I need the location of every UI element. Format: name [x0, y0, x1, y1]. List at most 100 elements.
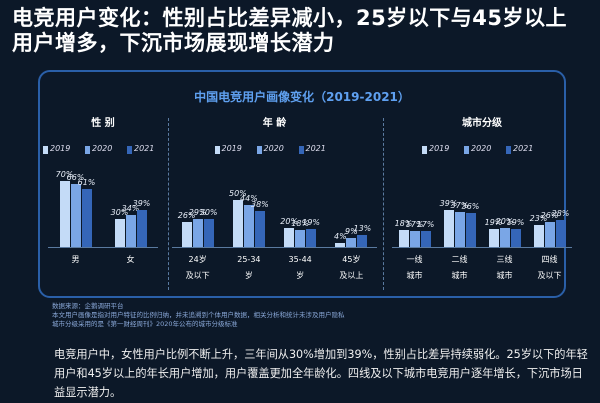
data-label: 39% — [132, 198, 151, 208]
bar — [335, 243, 346, 247]
bar — [114, 218, 125, 247]
data-label: 38% — [250, 199, 269, 209]
x-tick-label: 24岁 及以下 — [185, 255, 210, 280]
bar — [295, 229, 306, 247]
bar — [346, 238, 357, 247]
legend-label: 2020 — [92, 144, 113, 153]
chart-title: 年 龄 — [262, 118, 287, 129]
data-label: 30% — [110, 207, 129, 217]
data-label: 37% — [450, 200, 469, 210]
x-tick-label: 25-34 岁 — [237, 255, 261, 280]
bar — [70, 184, 81, 247]
bar — [59, 180, 70, 247]
data-label: 19% — [484, 217, 503, 227]
data-label: 70% — [55, 169, 74, 179]
data-label: 39% — [439, 198, 458, 208]
bar — [203, 218, 214, 247]
data-label: 17% — [416, 219, 435, 229]
note: 本文用户画像是指对用户特征的比例归纳，并未追溯到个体用户数据，相关分析和统计未涉… — [52, 311, 345, 319]
bar — [555, 220, 566, 247]
panel — [38, 70, 566, 298]
legend-swatch — [506, 146, 511, 154]
data-label: 9% — [345, 227, 358, 237]
x-tick-label: 35-44 岁 — [288, 255, 312, 280]
legend-swatch — [43, 146, 48, 154]
data-label: 61% — [77, 178, 96, 188]
data-label: 29% — [188, 208, 207, 218]
bar — [181, 222, 192, 247]
data-label: 23% — [529, 214, 548, 224]
data-label: 18% — [291, 218, 310, 228]
data-label: 66% — [66, 173, 85, 183]
bar — [443, 209, 454, 247]
bar — [136, 209, 147, 247]
x-tick-label: 男 — [71, 255, 80, 264]
data-label: 20% — [280, 217, 299, 226]
legend-label: 2019 — [50, 144, 71, 153]
baseline — [172, 247, 377, 248]
legend-label: 2020 — [471, 144, 492, 153]
bar — [409, 230, 420, 247]
legend-swatch — [464, 146, 469, 154]
data-label: 4% — [334, 232, 347, 242]
baseline — [392, 247, 572, 248]
bar — [488, 228, 499, 247]
x-tick-label: 一线 城市 — [406, 255, 423, 280]
legend-swatch — [127, 146, 132, 154]
data-label: 26% — [177, 211, 196, 221]
note: 数据来源：企鹅调研平台 — [52, 302, 124, 310]
x-tick-label: 女 — [126, 255, 135, 264]
bar — [454, 211, 465, 247]
divider — [168, 118, 169, 290]
legend-swatch — [256, 146, 262, 154]
panel-title: 中国电竞用户画像变化（2019-2021） — [194, 90, 410, 104]
x-tick-label: 三线 城市 — [496, 255, 513, 280]
data-label: 20% — [495, 217, 514, 226]
note: 城市分级采用的是《第一财经周刊》2020年公布的城市分级标准 — [52, 320, 238, 328]
data-label: 26% — [540, 211, 559, 221]
bar — [306, 228, 317, 247]
baseline — [48, 247, 158, 248]
legend-label: 2019 — [221, 144, 242, 153]
bar — [243, 205, 254, 247]
chart-title: 城市分级 — [462, 118, 502, 129]
data-label: 44% — [239, 194, 258, 204]
x-tick-label: 四线 及以下 — [537, 255, 562, 280]
data-label: 50% — [228, 188, 247, 198]
legend-swatch — [298, 146, 304, 154]
chart-title: 性 别 — [91, 118, 115, 129]
bar — [81, 189, 92, 247]
data-label: 19% — [302, 217, 321, 227]
legend-label: 2021 — [134, 144, 155, 153]
page-title: 电竞用户变化：性别占比差异减小，25岁以下与45岁以上用户增多，下沉市场展现增长… — [12, 6, 567, 55]
legend-swatch — [422, 146, 427, 154]
bar — [420, 230, 431, 247]
bar — [465, 212, 476, 247]
bar — [544, 222, 555, 247]
data-label: 19% — [506, 217, 525, 227]
data-label: 28% — [551, 209, 570, 219]
data-label: 34% — [121, 203, 140, 213]
legend-label: 2020 — [263, 144, 284, 153]
data-label: 13% — [353, 223, 372, 233]
notes: 数据来源：企鹅调研平台 本文用户画像是指对用户特征的比例归纳，并未追溯到个体用户数… — [52, 302, 345, 329]
summary: 电竞用户中，女性用户比例不断上升，三年间从30%增加到39%，性别占比差异持续弱… — [54, 348, 588, 399]
legend-label: 2019 — [429, 144, 450, 153]
bar — [254, 210, 265, 247]
bar — [357, 234, 368, 247]
bar — [533, 225, 544, 247]
x-tick-label: 45岁 及以上 — [339, 255, 364, 280]
legend-label: 2021 — [305, 144, 326, 153]
bar — [510, 228, 521, 247]
bar — [192, 219, 203, 247]
divider — [383, 118, 384, 290]
legend-swatch — [85, 146, 90, 154]
bar — [125, 214, 136, 247]
bar — [398, 229, 409, 247]
bar — [284, 228, 295, 247]
data-label: 30% — [199, 207, 218, 217]
legend-swatch — [214, 146, 220, 154]
data-label: 36% — [461, 201, 480, 211]
bar — [232, 199, 243, 247]
